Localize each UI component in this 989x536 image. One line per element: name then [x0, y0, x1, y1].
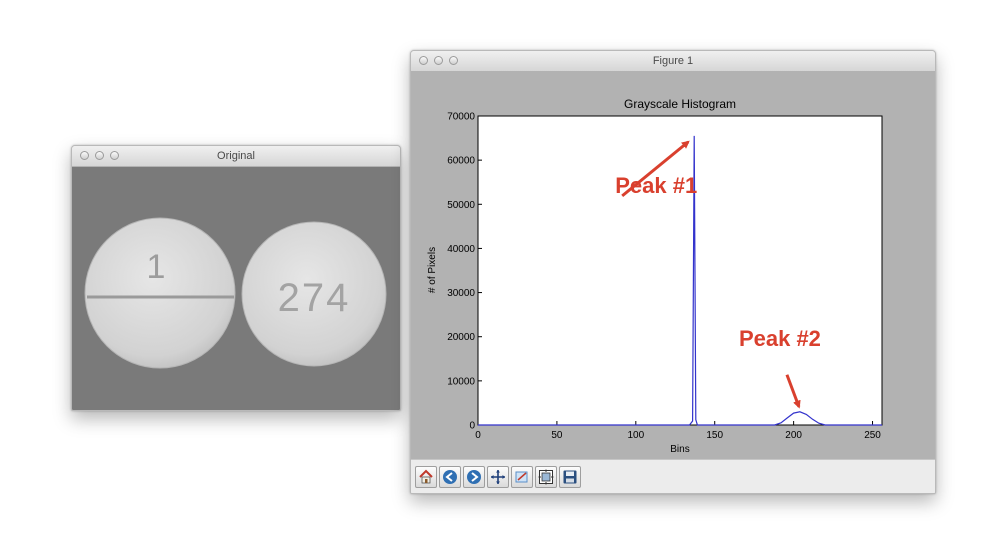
window-controls [80, 151, 119, 160]
x-tick-label: 100 [627, 430, 644, 441]
minimize-window-button[interactable] [434, 56, 443, 65]
figure-canvas: Grayscale Histogram Bins # of Pixels 0 50… [411, 72, 935, 459]
y-tick-label: 20000 [447, 332, 475, 343]
annotation-arrow [621, 140, 690, 198]
y-tick-label: 0 [469, 421, 475, 432]
zoom-icon [515, 471, 528, 482]
plot-area [477, 115, 883, 426]
histogram-line [478, 135, 882, 426]
home-icon [419, 469, 433, 483]
x-tick-label: 250 [864, 430, 881, 441]
zoom-button[interactable] [511, 465, 533, 488]
x-tick-label: 0 [475, 430, 481, 441]
figure-titlebar[interactable]: Figure 1 [411, 51, 935, 72]
pill-left: 1 [84, 217, 236, 369]
annotations: Peak #1 Peak #2 [615, 140, 821, 409]
close-window-button[interactable] [80, 151, 89, 160]
close-window-button[interactable] [419, 56, 428, 65]
zoom-window-button[interactable] [449, 56, 458, 65]
minimize-window-button[interactable] [95, 151, 104, 160]
window-title: Figure 1 [652, 55, 694, 67]
annotation-arrow [785, 374, 801, 409]
save-button[interactable] [559, 465, 581, 488]
figure-window: Figure 1 Grayscale Histogram Bins # of P… [410, 50, 936, 494]
x-tick-label: 50 [551, 430, 563, 441]
pill-left-label: 1 [147, 248, 166, 286]
annotation-label: Peak #1 [615, 173, 697, 198]
window-controls [419, 56, 458, 65]
y-tick-label: 60000 [447, 156, 475, 167]
pill-right: 274 [241, 221, 387, 367]
home-button[interactable] [415, 465, 437, 488]
pan-icon [491, 469, 505, 484]
pills-image: 1 274 [84, 217, 387, 369]
y-tick-label: 40000 [447, 244, 475, 255]
image-canvas: 1 274 [72, 167, 400, 410]
y-tick-label: 30000 [447, 288, 475, 299]
y-tick-label: 50000 [447, 200, 475, 211]
x-tick-label: 200 [785, 430, 802, 441]
chart-title: Grayscale Histogram [624, 97, 736, 111]
back-icon [443, 469, 457, 484]
window-title: Original [217, 150, 255, 162]
subplots-button[interactable] [535, 465, 557, 488]
original-titlebar[interactable]: Original [72, 146, 400, 167]
zoom-window-button[interactable] [110, 151, 119, 160]
save-icon [563, 470, 577, 483]
subplots-icon [538, 469, 554, 484]
forward-icon [467, 469, 481, 484]
y-axis-label: # of Pixels [427, 247, 438, 293]
x-tick-label: 150 [706, 430, 723, 441]
histogram-chart: Grayscale Histogram Bins # of Pixels 0 50… [427, 97, 883, 455]
annotation-label: Peak #2 [739, 326, 821, 351]
pan-button[interactable] [487, 465, 509, 488]
y-tick-label: 70000 [447, 112, 475, 123]
x-axis-label: Bins [670, 444, 689, 455]
y-tick-label: 10000 [447, 376, 475, 387]
back-button[interactable] [439, 465, 461, 488]
figure-toolbar [411, 459, 935, 493]
forward-button[interactable] [463, 465, 485, 488]
original-window: Original 1 274 [71, 145, 401, 411]
pill-right-label: 274 [278, 276, 351, 320]
